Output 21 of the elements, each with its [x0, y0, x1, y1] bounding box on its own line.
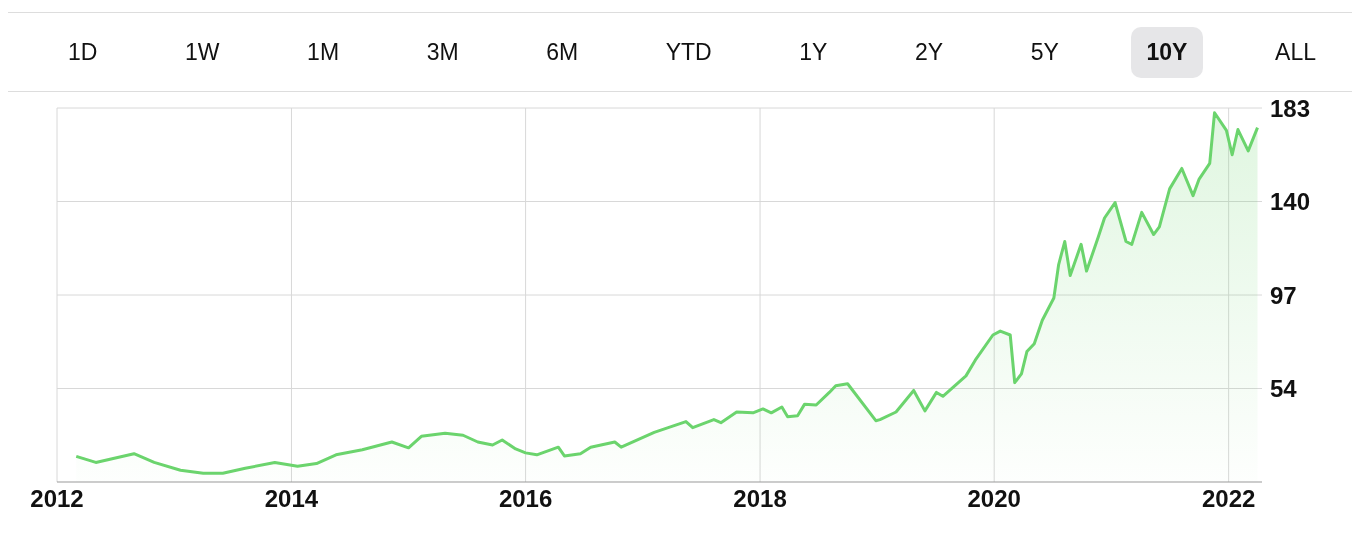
text: 5Y: [1029, 37, 1060, 67]
text: ALL: [1274, 37, 1317, 67]
text: 1M: [306, 37, 341, 67]
y-tick-label: 140: [1270, 188, 1311, 216]
x-tick-label: 2012: [30, 485, 84, 513]
y-tick-label: 183: [1270, 94, 1311, 122]
x-tick-label: 2022: [1201, 485, 1256, 513]
text: 1D: [67, 37, 99, 67]
x-tick-label: 2016: [498, 485, 553, 513]
x-tick-label: 2014: [264, 485, 319, 513]
x-tick-label: 2020: [967, 485, 1021, 513]
text: 1W: [184, 37, 221, 67]
y-tick-label: 54: [1270, 375, 1298, 403]
text: YTD: [664, 37, 713, 67]
text: 3M: [425, 37, 460, 67]
text: 1Y: [798, 37, 829, 67]
text: 2Y: [914, 37, 945, 67]
y-tick-label: 97: [1270, 281, 1297, 309]
text: 6M: [545, 37, 580, 67]
text: 10Y: [1130, 26, 1204, 78]
x-tick-label: 2018: [733, 485, 787, 513]
